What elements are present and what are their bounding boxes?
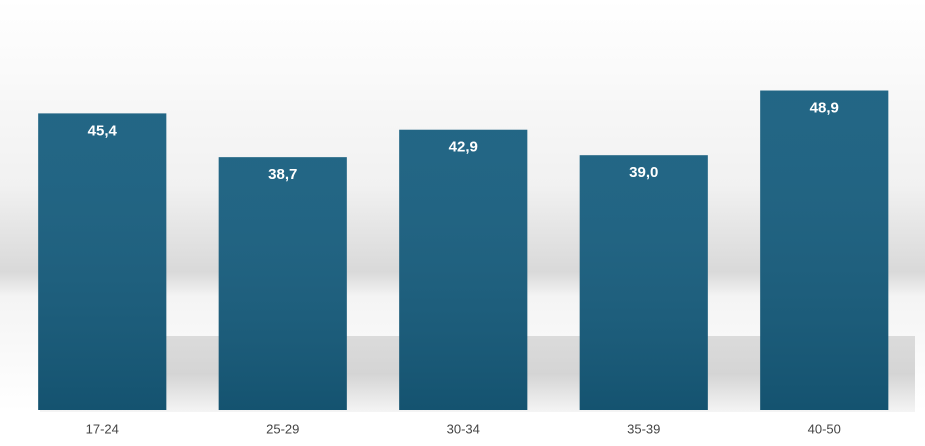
bar-shade [399,129,528,410]
bars: 45,4 17-24 38,7 25-29 42,9 30-34 39,0 35-39 48,9… [38,90,889,436]
value-label: 42,9 [449,139,478,156]
x-tick-label: 25-29 [266,421,299,436]
value-label: 48,9 [810,99,839,116]
x-tick-label: 35-39 [627,421,660,436]
bar-shade [579,155,708,410]
x-tick-label: 40-50 [808,421,841,436]
bar-shade [760,90,889,411]
bar-shade [218,157,347,410]
bar-shade [38,113,167,411]
x-tick-label: 30-34 [447,421,480,436]
value-label: 39,0 [629,164,658,181]
x-tick-label: 17-24 [86,421,119,436]
value-label: 38,7 [268,166,297,183]
value-label: 45,4 [88,122,118,139]
